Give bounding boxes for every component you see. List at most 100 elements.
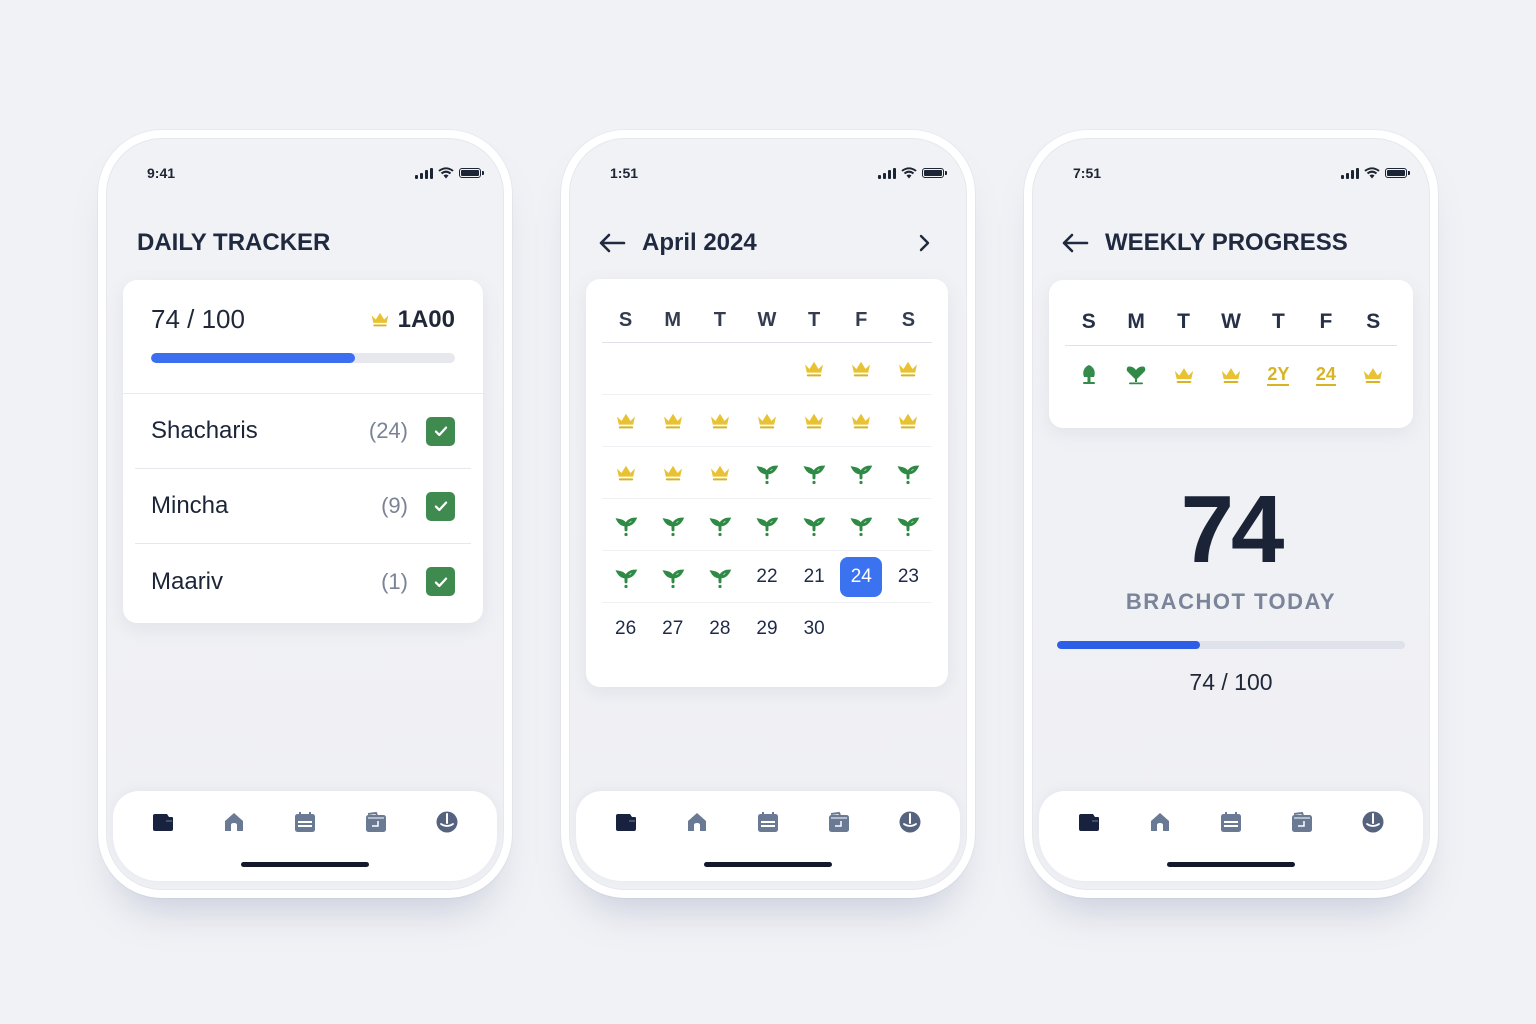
timer-icon (435, 810, 459, 834)
battery-icon (922, 168, 947, 178)
calendar-day-crown[interactable] (837, 395, 885, 447)
calendar-empty-cell (743, 343, 791, 395)
nav-wallet[interactable] (613, 809, 639, 835)
next-month-button[interactable] (910, 231, 938, 255)
crown-icon (756, 412, 778, 430)
prayer-name: Mincha (151, 492, 229, 519)
phone-calendar: 1:51 April 2024 S M T W T (561, 130, 975, 898)
nav-folder[interactable] (363, 809, 389, 835)
checkbox-mincha[interactable] (426, 491, 455, 521)
calendar-day-crown[interactable] (696, 395, 744, 447)
calendar-day-crown[interactable] (884, 343, 932, 395)
calendar-day-sprout[interactable] (602, 499, 650, 551)
arrow-left-icon (1062, 233, 1089, 253)
back-button[interactable] (1061, 231, 1089, 255)
calendar-day-crown[interactable] (649, 395, 697, 447)
calendar-day-crown[interactable] (790, 343, 838, 395)
calendar-day-sprout[interactable] (602, 551, 650, 603)
page-title: WEEKLY PROGRESS (1105, 229, 1348, 256)
calendar-day[interactable]: 27 (662, 618, 684, 639)
nav-wallet[interactable] (150, 809, 176, 835)
sprout-icon (896, 460, 920, 486)
calendar-day[interactable]: 24 (837, 551, 885, 603)
sprout-icon (708, 512, 732, 538)
calendar-day-sprout[interactable] (743, 499, 791, 551)
nav-home[interactable] (1147, 809, 1173, 835)
nav-calendar[interactable] (292, 809, 318, 835)
calendar-day-sprout[interactable] (837, 447, 885, 499)
calendar-day[interactable]: 29 (756, 618, 778, 639)
sprout-icon (755, 512, 779, 538)
calendar-day[interactable]: 21 (790, 551, 838, 603)
calendar-icon (756, 810, 780, 834)
prayer-item-shacharis[interactable]: Shacharis (24) (135, 394, 471, 469)
home-indicator[interactable] (1167, 862, 1295, 867)
sprout-icon (614, 512, 638, 538)
nav-folder[interactable] (1289, 809, 1315, 835)
home-indicator[interactable] (241, 862, 369, 867)
nav-home[interactable] (684, 809, 710, 835)
calendar-day-sprout[interactable] (696, 551, 744, 603)
checkbox-maariv[interactable] (426, 567, 455, 596)
calendar-day[interactable]: 26 (615, 618, 637, 639)
checkbox-shacharis[interactable] (426, 416, 455, 446)
check-icon (432, 573, 450, 591)
calendar-day-sprout[interactable] (649, 499, 697, 551)
calendar-day[interactable]: 28 (709, 618, 731, 639)
status-time: 9:41 (147, 165, 176, 181)
back-button[interactable] (598, 231, 626, 255)
calendar-day-crown[interactable] (602, 447, 650, 499)
tracker-goal: 1A00 (370, 306, 455, 334)
home-indicator[interactable] (704, 862, 832, 867)
nav-folder[interactable] (826, 809, 852, 835)
month-title: April 2024 (642, 229, 757, 256)
calendar-day-crown[interactable] (884, 395, 932, 447)
calendar-day-sprout[interactable] (884, 447, 932, 499)
calendar-card: S M T W T F S 22 21 24 23 26 27 28 29 30 (586, 279, 948, 687)
calendar-day-sprout[interactable] (837, 499, 885, 551)
calendar-day-sprout[interactable] (696, 499, 744, 551)
crown-icon (897, 412, 919, 430)
calendar-empty-cell (885, 603, 932, 655)
week-mark-number: 2Y (1267, 364, 1290, 386)
tracker-card: 74 / 100 1A00 Shacharis (24) Mincha (123, 280, 483, 623)
calendar-day-sprout[interactable] (790, 447, 838, 499)
calendar-grid: 22 21 24 23 26 27 28 29 30 (602, 343, 932, 655)
crown-icon (1220, 366, 1242, 385)
wifi-icon (901, 167, 917, 179)
nav-timer[interactable] (1360, 809, 1386, 835)
calendar-day-crown[interactable] (649, 447, 697, 499)
sprout-icon (802, 460, 826, 486)
week-marks-row: 2Y 24 (1065, 346, 1397, 404)
calendar-day-crown[interactable] (696, 447, 744, 499)
nav-calendar[interactable] (755, 809, 781, 835)
prayer-item-mincha[interactable]: Mincha (9) (135, 469, 471, 544)
prayer-count: (1) (381, 568, 408, 594)
calendar-day[interactable]: 23 (884, 551, 932, 603)
sprout-icon (661, 512, 685, 538)
calendar-day-sprout[interactable] (884, 499, 932, 551)
daily-progress-bar (151, 353, 455, 363)
sprout-icon (614, 564, 638, 590)
calendar-day[interactable]: 30 (803, 618, 825, 639)
nav-timer[interactable] (897, 809, 923, 835)
prayer-item-maariv[interactable]: Maariv (1) (135, 544, 471, 619)
weekday-label: F (855, 309, 868, 331)
nav-wallet[interactable] (1076, 809, 1102, 835)
calendar-day-crown[interactable] (790, 395, 838, 447)
nav-home[interactable] (221, 809, 247, 835)
calendar-day-sprout[interactable] (790, 499, 838, 551)
crown-icon (1362, 366, 1384, 385)
calendar-day-sprout[interactable] (743, 447, 791, 499)
calendar-day-crown[interactable] (743, 395, 791, 447)
calendar-day-crown[interactable] (602, 395, 650, 447)
weekday-label: S (618, 309, 633, 331)
nav-calendar[interactable] (1218, 809, 1244, 835)
crown-icon (897, 360, 919, 378)
calendar-day[interactable]: 22 (743, 551, 791, 603)
crown-icon (850, 412, 872, 430)
selected-day[interactable]: 24 (840, 556, 883, 597)
nav-timer[interactable] (434, 809, 460, 835)
calendar-day-sprout[interactable] (649, 551, 697, 603)
calendar-day-crown[interactable] (837, 343, 885, 395)
